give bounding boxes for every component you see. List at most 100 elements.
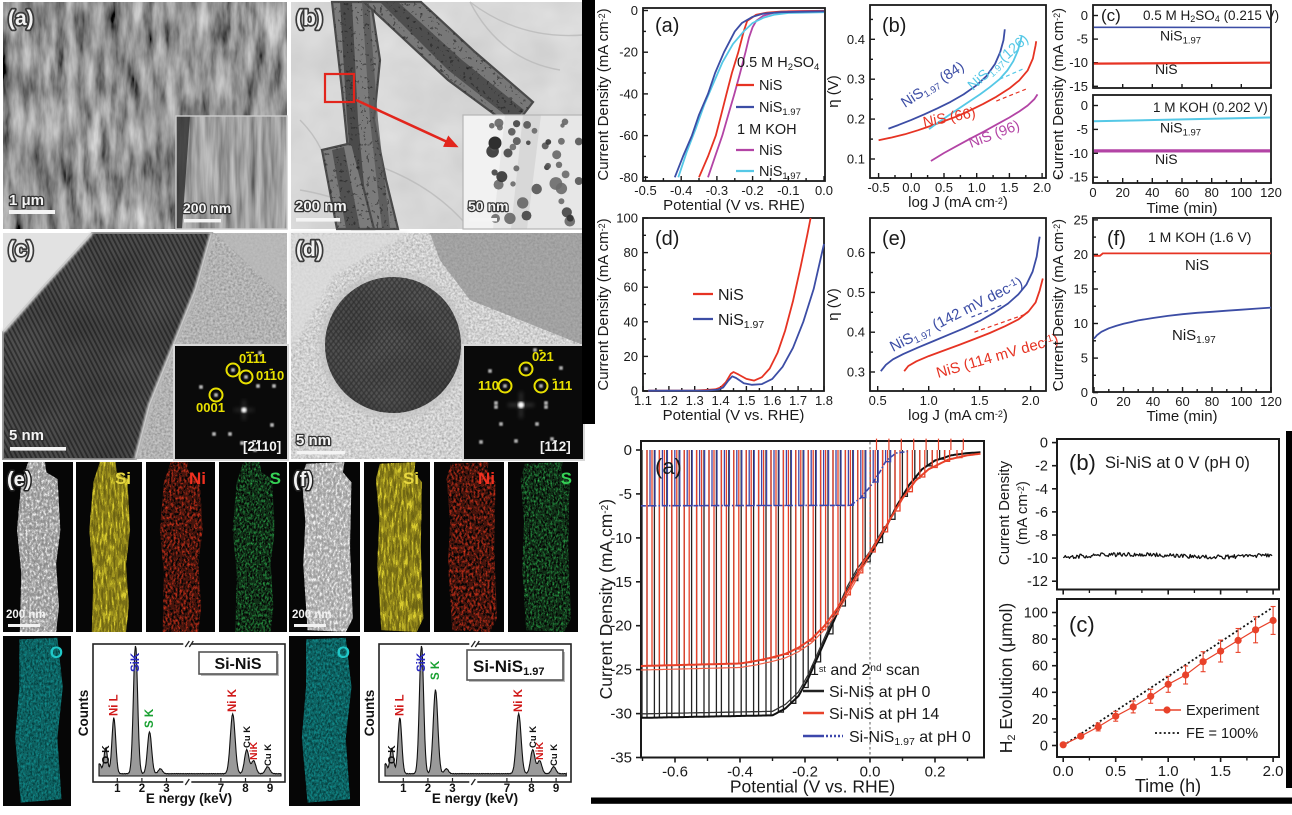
svg-text:Counts: Counts (76, 690, 91, 737)
svg-text:1 M KOH: 1 M KOH (737, 122, 797, 138)
svg-text:0.4: 0.4 (847, 32, 865, 47)
svg-text:NiS: NiS (1185, 257, 1209, 274)
svg-text:(f): (f) (293, 469, 313, 491)
svg-text:Time (h): Time (h) (1135, 776, 1201, 796)
svg-text:80: 80 (1032, 632, 1048, 648)
svg-text:-80: -80 (619, 170, 638, 185)
svg-text:1: 1 (114, 783, 121, 795)
svg-text:(c): (c) (1069, 612, 1095, 637)
svg-text:Cu K: Cu K (263, 744, 274, 766)
svg-text:20: 20 (624, 349, 638, 364)
svg-text:0.2: 0.2 (847, 112, 865, 127)
svg-text:20: 20 (1115, 185, 1129, 200)
svg-text:-5: -5 (1076, 122, 1088, 137)
svg-text:NiK: NiK (534, 742, 546, 761)
svg-text:8: 8 (528, 783, 535, 795)
svg-text:Ni K: Ni K (513, 688, 525, 712)
svg-text:NiS: NiS (759, 143, 782, 159)
svg-text:(b): (b) (882, 15, 906, 37)
svg-text:110: 110 (478, 378, 499, 393)
svg-text:Ni L: Ni L (108, 694, 120, 716)
svg-text:S: S (561, 469, 572, 488)
svg-text:0.0: 0.0 (902, 180, 920, 195)
svg-text:0.5: 0.5 (847, 285, 865, 300)
svg-text:NiS: NiS (1155, 61, 1178, 77)
svg-text:0: 0 (1081, 98, 1088, 113)
svg-text:120: 120 (1260, 185, 1282, 200)
svg-text:1.5: 1.5 (1210, 763, 1231, 780)
svg-text:-15: -15 (1069, 79, 1088, 94)
svg-text:100: 100 (616, 211, 638, 226)
svg-text:(a): (a) (8, 7, 34, 30)
svg-text:1.6: 1.6 (763, 393, 781, 408)
svg-text:0.6: 0.6 (847, 245, 865, 260)
svg-text:Potential (V vs. RHE): Potential (V vs. RHE) (663, 197, 805, 214)
svg-text:Current Density (mA cm-2): Current Density (mA cm-2) (595, 8, 612, 180)
svg-text:1.2: 1.2 (660, 393, 678, 408)
svg-text:FE = 100%: FE = 100% (1186, 726, 1258, 742)
svg-text:Potential (V vs. RHE): Potential (V vs. RHE) (663, 407, 805, 424)
svg-text:80: 80 (1204, 185, 1218, 200)
svg-text:Potential (V vs. RHE): Potential (V vs. RHE) (730, 777, 895, 797)
svg-text:15: 15 (1074, 282, 1088, 297)
svg-text:1 M KOH (1.6 V): 1 M KOH (1.6 V) (1148, 229, 1251, 245)
svg-text:-12: -12 (1027, 574, 1048, 590)
svg-text:-30: -30 (610, 706, 632, 723)
svg-text:-60: -60 (619, 128, 638, 143)
svg-text:Time (min): Time (min) (1146, 200, 1217, 217)
svg-text:60: 60 (624, 280, 638, 295)
svg-text:0001: 0001 (196, 400, 225, 415)
svg-text:O K: O K (386, 745, 398, 764)
svg-text:40: 40 (1145, 185, 1159, 200)
svg-text:2.0: 2.0 (1263, 763, 1284, 780)
svg-text:120: 120 (1260, 394, 1282, 409)
svg-text:5 nm: 5 nm (296, 432, 331, 449)
svg-text:0.5: 0.5 (1105, 763, 1126, 780)
svg-text:E nergy (keV): E nergy (keV) (432, 791, 518, 806)
svg-text:NiK: NiK (248, 742, 260, 761)
svg-text:0.5: 0.5 (869, 393, 887, 408)
svg-text:-40: -40 (619, 86, 638, 101)
svg-text:-0.6: -0.6 (662, 764, 688, 781)
svg-text:0.1: 0.1 (847, 152, 865, 167)
svg-text:200 nm: 200 nm (183, 200, 231, 216)
svg-text:0.5: 0.5 (935, 180, 953, 195)
svg-text:0.3: 0.3 (847, 72, 865, 87)
svg-text:1.3: 1.3 (686, 393, 704, 408)
svg-text:021: 021 (532, 349, 554, 364)
svg-text:100: 100 (1230, 185, 1252, 200)
svg-text:-10: -10 (1069, 55, 1088, 70)
svg-text:O: O (337, 643, 350, 662)
svg-text:NiS: NiS (718, 287, 744, 304)
svg-text:-0.4: -0.4 (670, 183, 692, 198)
svg-text:5: 5 (1081, 351, 1088, 366)
svg-text:(e): (e) (882, 228, 906, 250)
svg-text:2.0: 2.0 (1022, 393, 1040, 408)
svg-text:H2 Evolution (μmol): H2 Evolution (μmol) (996, 603, 1018, 753)
svg-text:9: 9 (553, 783, 559, 795)
svg-text:40: 40 (1146, 394, 1160, 409)
svg-text:0.5 M H2SO4: 0.5 M H2SO4 (737, 55, 819, 73)
svg-text:1.0: 1.0 (968, 180, 986, 195)
svg-text:1.5: 1.5 (971, 393, 989, 408)
svg-text:1.8: 1.8 (815, 393, 833, 408)
svg-text:1.4: 1.4 (712, 393, 730, 408)
svg-text:-10: -10 (1027, 551, 1048, 567)
svg-text:Si-NiS: Si-NiS (214, 656, 261, 673)
svg-text:1: 1 (400, 783, 407, 795)
svg-text:20: 20 (1074, 247, 1088, 262)
svg-text:(a): (a) (655, 454, 682, 479)
svg-text:Ni L: Ni L (394, 694, 406, 716)
svg-text:(b): (b) (296, 7, 323, 30)
svg-text:Counts: Counts (362, 690, 377, 737)
svg-text:O K: O K (100, 745, 112, 764)
svg-text:0: 0 (1090, 394, 1097, 409)
svg-text:80: 80 (624, 245, 638, 260)
svg-text:NiS: NiS (759, 78, 782, 94)
svg-text:1 μm: 1 μm (9, 192, 44, 209)
svg-text:1 M KOH (0.202 V): 1 M KOH (0.202 V) (1153, 100, 1268, 115)
svg-text:0: 0 (1081, 8, 1088, 23)
svg-text:20: 20 (1032, 712, 1048, 728)
svg-text:-6: -6 (1035, 505, 1048, 521)
svg-text:Current Density (mA cm-2): Current Density (mA cm-2) (596, 499, 616, 699)
